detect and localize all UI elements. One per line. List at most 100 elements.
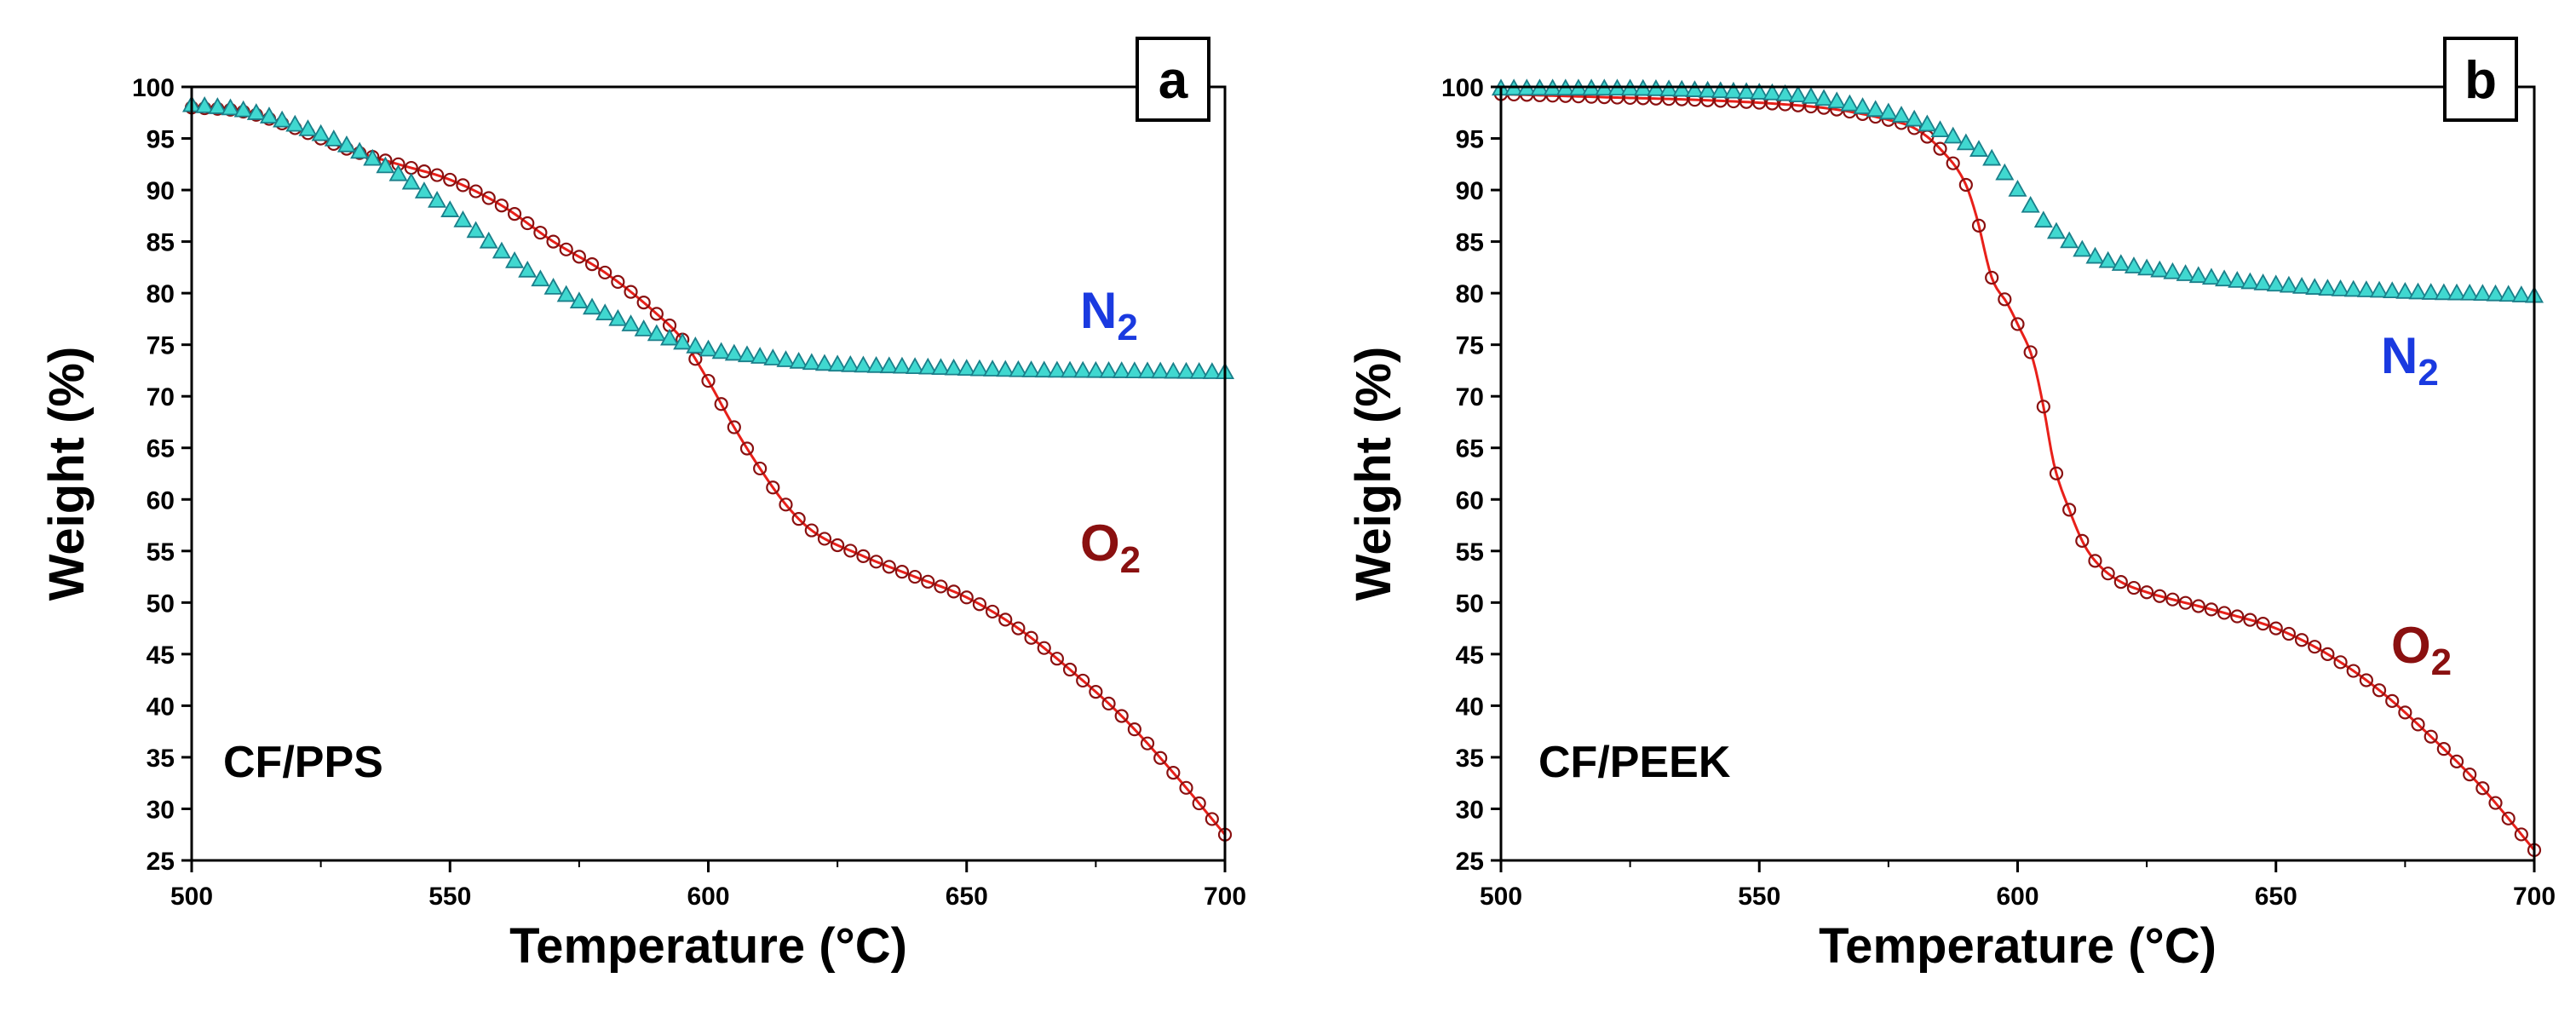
- o2-data-point: [469, 184, 483, 198]
- n2-data-point: [246, 103, 266, 120]
- o2-data-point: [494, 198, 509, 213]
- o2-data-point: [520, 216, 535, 231]
- o2-data-point: [2204, 602, 2219, 617]
- o2-series-line: [191, 106, 1227, 836]
- n2-data-point: [1892, 106, 1912, 123]
- o2-data-point: [882, 560, 896, 574]
- n2-data-point: [2395, 281, 2415, 299]
- n2-data-point: [1034, 360, 1054, 378]
- n2-data-point: [2331, 279, 2350, 296]
- n2-data-point: [2124, 256, 2143, 273]
- n2-data-point: [2085, 246, 2105, 264]
- o2-data-point: [611, 274, 625, 289]
- o2-data-point: [2281, 626, 2297, 641]
- o2-data-point: [624, 285, 638, 299]
- n2-data-point: [2098, 250, 2118, 268]
- x-tick-label: 650: [946, 883, 988, 911]
- n2-data-point: [2421, 283, 2441, 300]
- plot-marks: [1491, 78, 2544, 857]
- n2-data-point: [1009, 359, 1028, 377]
- n2-data-point: [2511, 285, 2531, 302]
- n2-data-point: [1176, 361, 1196, 379]
- n2-data-point: [983, 359, 1003, 377]
- y-tick-label: 40: [147, 693, 175, 721]
- n2-data-point: [531, 269, 550, 287]
- o2-data-point: [1062, 662, 1078, 677]
- o2-data-point: [972, 597, 987, 612]
- o2-data-point: [1985, 270, 1999, 285]
- n2-data-point: [699, 339, 718, 357]
- n2-data-point: [1905, 109, 1924, 127]
- o2-data-point: [456, 178, 470, 193]
- y-tick-label: 85: [147, 229, 175, 257]
- n2-data-point: [2498, 285, 2518, 302]
- o2-data-point: [2088, 554, 2102, 568]
- panel-letter: b: [2464, 51, 2497, 110]
- n2-data-point: [854, 355, 873, 373]
- y-tick-label: 75: [1456, 332, 1484, 360]
- y-tick-label: 95: [147, 126, 175, 154]
- y-tick-label: 30: [147, 796, 175, 824]
- n2-label: N2: [2381, 327, 2439, 394]
- n2-data-point: [1723, 81, 1743, 99]
- y-tick-label: 50: [1456, 590, 1484, 618]
- o2-data-point: [934, 579, 948, 594]
- n2-data-point: [608, 308, 628, 326]
- n2-data-point: [2240, 272, 2260, 290]
- n2-data-point: [659, 328, 680, 346]
- n2-data-point: [2008, 180, 2027, 197]
- o2-data-point: [2023, 345, 2038, 359]
- n2-data-point: [1866, 100, 1885, 118]
- n2-data-point: [763, 348, 783, 365]
- n2-data-point: [2486, 284, 2505, 302]
- o2-data-point: [2359, 673, 2373, 687]
- o2-data-point: [1140, 736, 1155, 751]
- n2-data-point: [1685, 80, 1705, 97]
- n2-data-point: [647, 324, 666, 342]
- n2-data-point: [479, 231, 498, 249]
- n2-data-point: [1827, 91, 1847, 109]
- n2-data-point: [621, 314, 641, 331]
- n2-data-point: [2201, 267, 2221, 285]
- n2-data-point: [1189, 362, 1209, 379]
- n2-data-point: [1814, 89, 1834, 106]
- y-tick-label: 75: [147, 332, 175, 360]
- o2-data-point: [2036, 400, 2050, 414]
- o2-data-point: [443, 172, 457, 187]
- n2-data-point: [686, 336, 705, 354]
- o2-data-point: [998, 613, 1013, 627]
- y-tick-label: 65: [1456, 435, 1484, 463]
- n2-label-main: N: [2381, 327, 2418, 384]
- axis-ticks: 500 550 600 650 700 25 30 35 40 45 50 55 60 65 70 75 80 8…: [132, 74, 1246, 911]
- y-tick-label: 50: [147, 590, 175, 618]
- o2-data-point: [1114, 709, 1129, 723]
- n2-data-point: [789, 351, 808, 369]
- n2-data-point: [969, 359, 989, 377]
- n2-data-point: [2460, 283, 2480, 301]
- o2-data-point: [2398, 705, 2412, 720]
- n2-data-point: [2318, 279, 2337, 296]
- y-tick-label: 45: [147, 641, 175, 670]
- n2-data-point: [776, 350, 796, 367]
- n2-data-point: [1047, 360, 1067, 378]
- n2-data-point: [453, 210, 473, 227]
- o2-data-point: [727, 420, 741, 434]
- o2-data-point: [856, 549, 871, 563]
- y-tick-label: 30: [1456, 796, 1484, 824]
- o2-data-point: [714, 397, 728, 411]
- panel-letter-box: [1136, 37, 1210, 122]
- o2-data-point: [2424, 729, 2438, 744]
- n2-data-point: [2228, 271, 2247, 288]
- n2-data-point: [350, 141, 370, 159]
- o2-data-point: [894, 565, 910, 579]
- n2-data-point: [2266, 274, 2286, 292]
- o2-data-point: [753, 461, 768, 476]
- y-tick-label: 80: [147, 280, 175, 308]
- n2-data-point: [2150, 260, 2170, 278]
- n2-data-point: [583, 297, 602, 315]
- o2-data-point: [1166, 765, 1181, 780]
- n2-data-point: [1073, 360, 1093, 378]
- n2-data-point: [1969, 140, 1989, 157]
- n2-data-point: [2383, 281, 2402, 299]
- y-tick-label: 60: [1456, 486, 1484, 515]
